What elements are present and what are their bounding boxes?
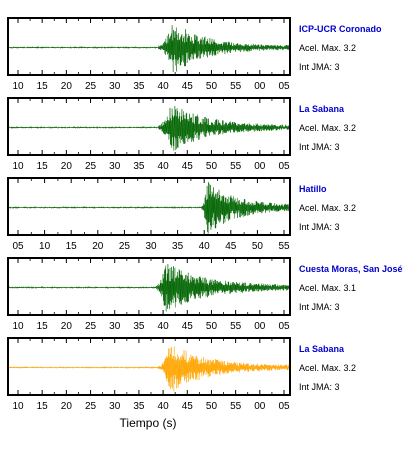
x-tick-label: 20 — [61, 401, 73, 412]
x-tick-label: 15 — [37, 321, 49, 332]
max-acceleration-label: Acel. Max. 3.2 — [299, 123, 356, 133]
x-tick-label: 30 — [109, 161, 121, 172]
waveform-trace — [8, 106, 290, 151]
x-tick-label: 00 — [254, 321, 266, 332]
x-tick-label: 35 — [172, 241, 184, 252]
x-tick-label: 55 — [230, 161, 242, 172]
x-tick-label: 10 — [12, 401, 24, 412]
x-tick-label: 30 — [109, 81, 121, 92]
x-tick-label: 10 — [39, 241, 51, 252]
x-tick-label: 05 — [278, 81, 290, 92]
x-tick-label: 10 — [12, 81, 24, 92]
station-name: La Sabana — [299, 344, 345, 354]
x-tick-label: 45 — [182, 321, 194, 332]
x-tick-label: 45 — [182, 81, 194, 92]
x-tick-label: 20 — [92, 241, 104, 252]
x-tick-label: 05 — [12, 241, 24, 252]
x-tick-label: 45 — [182, 401, 194, 412]
jma-intensity-label: Int JMA: 3 — [299, 62, 340, 72]
panel-1: 10 15 20 25 30 35 40 45 50 55 00 05 ICP-UCR Coronado… — [7, 17, 382, 92]
x-tick-label: 40 — [158, 321, 170, 332]
panel-frame — [7, 17, 291, 76]
x-tick-label: 15 — [37, 81, 49, 92]
x-tick-label: 55 — [278, 241, 290, 252]
jma-intensity-label: Int JMA: 3 — [299, 142, 340, 152]
waveform-trace — [8, 263, 290, 312]
x-tick-label: 25 — [85, 401, 97, 412]
x-tick-label: 50 — [206, 401, 218, 412]
x-tick-label: 35 — [133, 321, 145, 332]
panel-frame — [7, 337, 291, 396]
x-tick-label: 55 — [230, 81, 242, 92]
x-tick-label: 40 — [199, 241, 211, 252]
x-tick-label: 50 — [206, 161, 218, 172]
x-tick-label: 05 — [278, 401, 290, 412]
x-tick-label: 25 — [85, 321, 97, 332]
x-tick-label: 40 — [158, 81, 170, 92]
jma-intensity-label: Int JMA: 3 — [299, 302, 340, 312]
x-tick-label: 25 — [85, 161, 97, 172]
x-axis-label: Tiempo (s) — [120, 416, 177, 430]
max-acceleration-label: Acel. Max. 3.2 — [299, 43, 356, 53]
station-name: La Sabana — [299, 104, 345, 114]
x-tick-label: 25 — [85, 81, 97, 92]
panel-frame — [7, 177, 291, 236]
x-tick-label: 30 — [109, 321, 121, 332]
x-tick-label: 20 — [61, 81, 73, 92]
panel-5: 10 15 20 25 30 35 40 45 50 55 00 05 La Sabana Acel. M… — [7, 337, 356, 412]
x-tick-label: 20 — [61, 321, 73, 332]
x-tick-label: 40 — [158, 401, 170, 412]
panel-3: 05 10 15 20 25 30 35 40 45 50 55 Hatillo Acel. Max. … — [7, 177, 356, 252]
x-tick-label: 50 — [206, 321, 218, 332]
x-tick-label: 05 — [278, 321, 290, 332]
waveform-trace — [8, 346, 290, 392]
x-tick-label: 55 — [230, 321, 242, 332]
x-tick-label: 30 — [109, 401, 121, 412]
station-name: Hatillo — [299, 184, 327, 194]
x-tick-label: 50 — [206, 81, 218, 92]
x-tick-label: 15 — [37, 401, 49, 412]
station-name: ICP-UCR Coronado — [299, 24, 382, 34]
x-tick-label: 00 — [254, 81, 266, 92]
panel-2: 10 15 20 25 30 35 40 45 50 55 00 05 La Sabana Acel. M… — [7, 97, 356, 172]
x-tick-label: 30 — [145, 241, 157, 252]
waveform-trace — [8, 182, 290, 234]
panel-frame — [7, 97, 291, 156]
x-tick-label: 10 — [12, 321, 24, 332]
panel-frame — [7, 257, 291, 316]
x-tick-label: 35 — [133, 81, 145, 92]
max-acceleration-label: Acel. Max. 3.2 — [299, 363, 356, 373]
x-tick-label: 25 — [119, 241, 131, 252]
x-tick-label: 45 — [182, 161, 194, 172]
panels-group: 10 15 20 25 30 35 40 45 50 55 00 05 ICP-UCR Coronado… — [7, 17, 403, 412]
max-acceleration-label: Acel. Max. 3.2 — [299, 203, 356, 213]
station-name: Cuesta Moras, San José — [299, 264, 403, 274]
x-tick-label: 00 — [254, 401, 266, 412]
x-tick-label: 55 — [230, 401, 242, 412]
x-tick-label: 50 — [252, 241, 264, 252]
x-tick-label: 40 — [158, 161, 170, 172]
x-tick-label: 05 — [278, 161, 290, 172]
x-tick-label: 20 — [61, 161, 73, 172]
x-tick-label: 35 — [133, 401, 145, 412]
x-tick-label: 00 — [254, 161, 266, 172]
x-tick-label: 45 — [225, 241, 237, 252]
x-tick-label: 10 — [12, 161, 24, 172]
x-tick-label: 15 — [66, 241, 78, 252]
x-tick-label: 15 — [37, 161, 49, 172]
waveform-trace — [8, 25, 290, 72]
jma-intensity-label: Int JMA: 3 — [299, 222, 340, 232]
jma-intensity-label: Int JMA: 3 — [299, 382, 340, 392]
max-acceleration-label: Acel. Max. 3.1 — [299, 283, 356, 293]
x-tick-label: 35 — [133, 161, 145, 172]
panel-4: 10 15 20 25 30 35 40 45 50 55 00 05 Cuesta Moras, Sa… — [7, 257, 403, 332]
